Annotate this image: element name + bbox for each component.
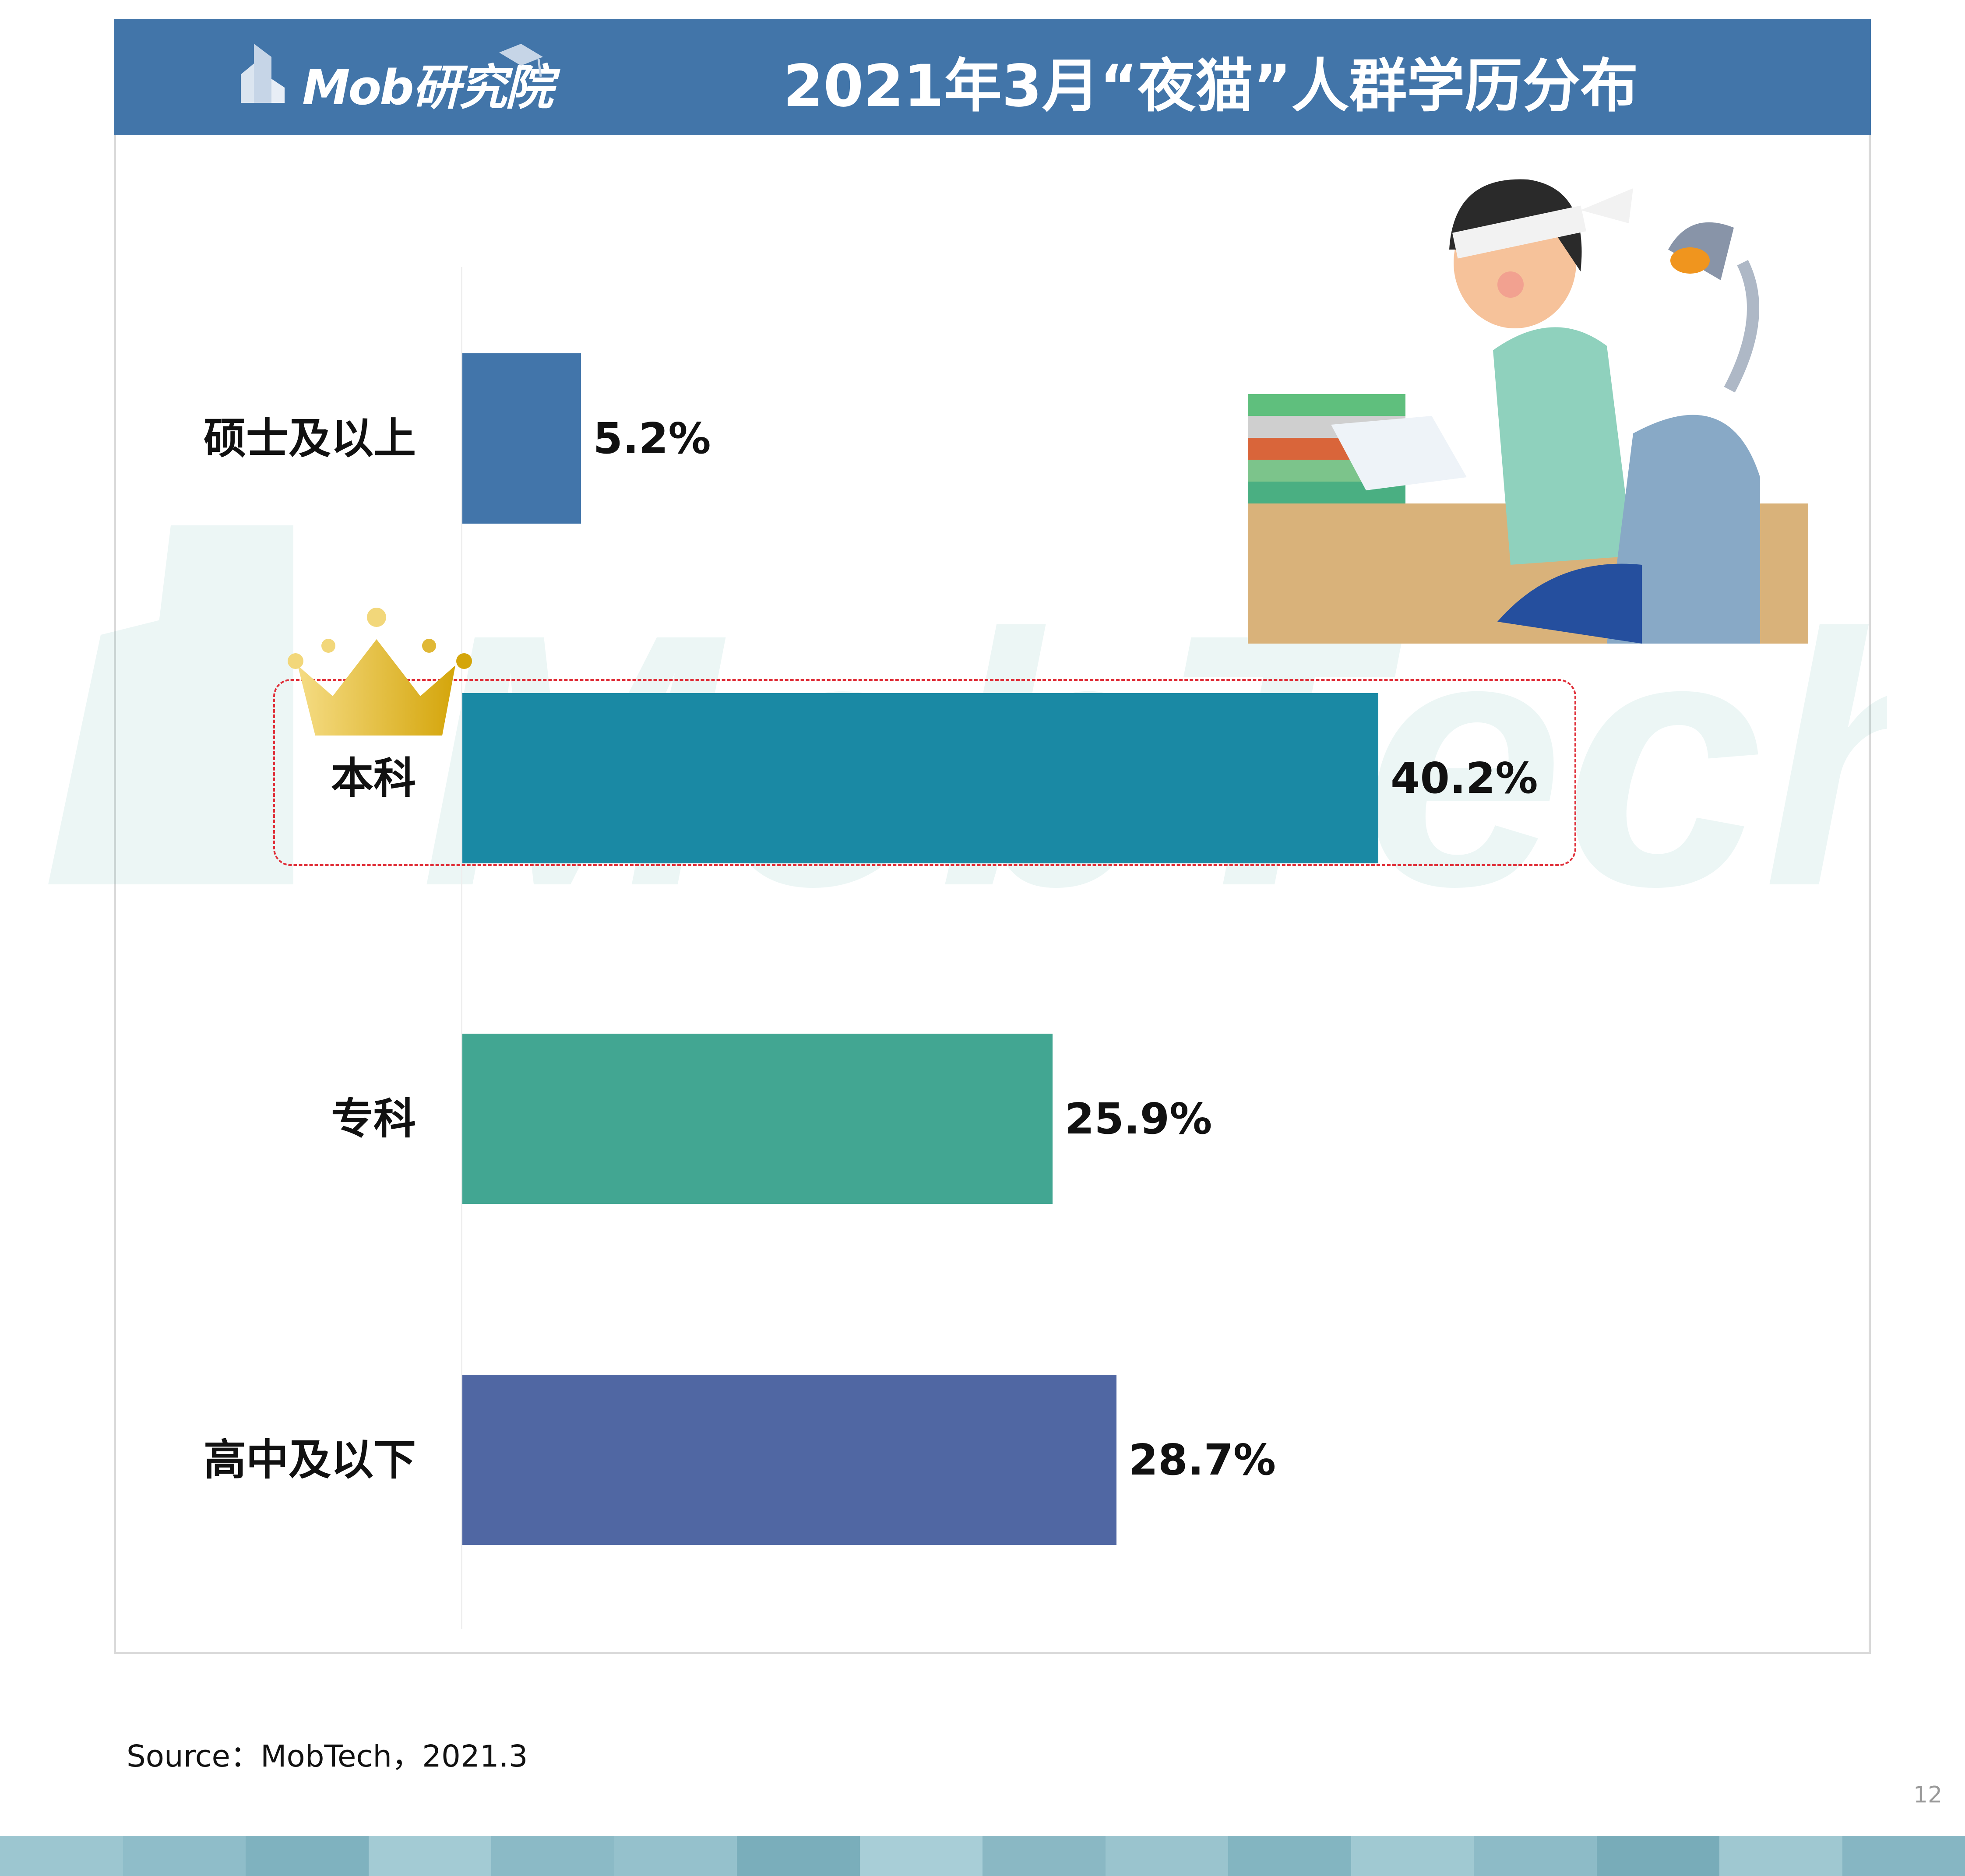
bottom-stripe bbox=[0, 1836, 1965, 1876]
header-band bbox=[114, 19, 1871, 135]
value-label: 25.9% bbox=[1064, 1094, 1212, 1144]
stripe-segment bbox=[1105, 1836, 1228, 1876]
building-logo-icon bbox=[241, 44, 285, 103]
highlight-box bbox=[273, 679, 1576, 866]
graduation-cap-icon bbox=[499, 44, 543, 77]
stripe-segment bbox=[1596, 1836, 1719, 1876]
bar bbox=[462, 1034, 1053, 1204]
stripe-segment bbox=[1842, 1836, 1965, 1876]
page-title: 2021年3月“夜猫”人群学历分布 bbox=[783, 53, 1638, 120]
category-label: 专科 bbox=[331, 1094, 416, 1144]
stripe-segment bbox=[859, 1836, 982, 1876]
stripe-segment bbox=[246, 1836, 369, 1876]
stripe-segment bbox=[1719, 1836, 1842, 1876]
bar bbox=[462, 693, 1378, 863]
stripe-segment bbox=[1228, 1836, 1351, 1876]
stripe-segment bbox=[614, 1836, 737, 1876]
stripe-segment bbox=[368, 1836, 491, 1876]
stripe-segment bbox=[1474, 1836, 1597, 1876]
category-label: 高中及以下 bbox=[204, 1435, 416, 1485]
stripe-segment bbox=[491, 1836, 614, 1876]
y-axis-line bbox=[461, 267, 462, 1629]
stripe-segment bbox=[982, 1836, 1106, 1876]
value-label: 40.2% bbox=[1391, 753, 1538, 803]
stripe-segment bbox=[1351, 1836, 1474, 1876]
student-studying-illustration bbox=[1248, 179, 1808, 644]
bar bbox=[462, 1375, 1116, 1545]
value-label: 5.2% bbox=[593, 414, 711, 463]
value-label: 28.7% bbox=[1128, 1435, 1276, 1485]
stripe-segment bbox=[0, 1836, 123, 1876]
page-number: 12 bbox=[1913, 1782, 1943, 1808]
source-note: Source：MobTech，2021.3 bbox=[127, 1739, 528, 1774]
stripe-segment bbox=[737, 1836, 860, 1876]
bar bbox=[462, 353, 581, 524]
category-label: 本科 bbox=[331, 753, 416, 803]
logo-text: Mob研究院 bbox=[302, 60, 553, 116]
mob-logo: Mob研究院 bbox=[236, 44, 553, 116]
stripe-segment bbox=[123, 1836, 246, 1876]
crown-icon bbox=[288, 608, 472, 736]
category-label: 硕士及以上 bbox=[204, 414, 416, 463]
